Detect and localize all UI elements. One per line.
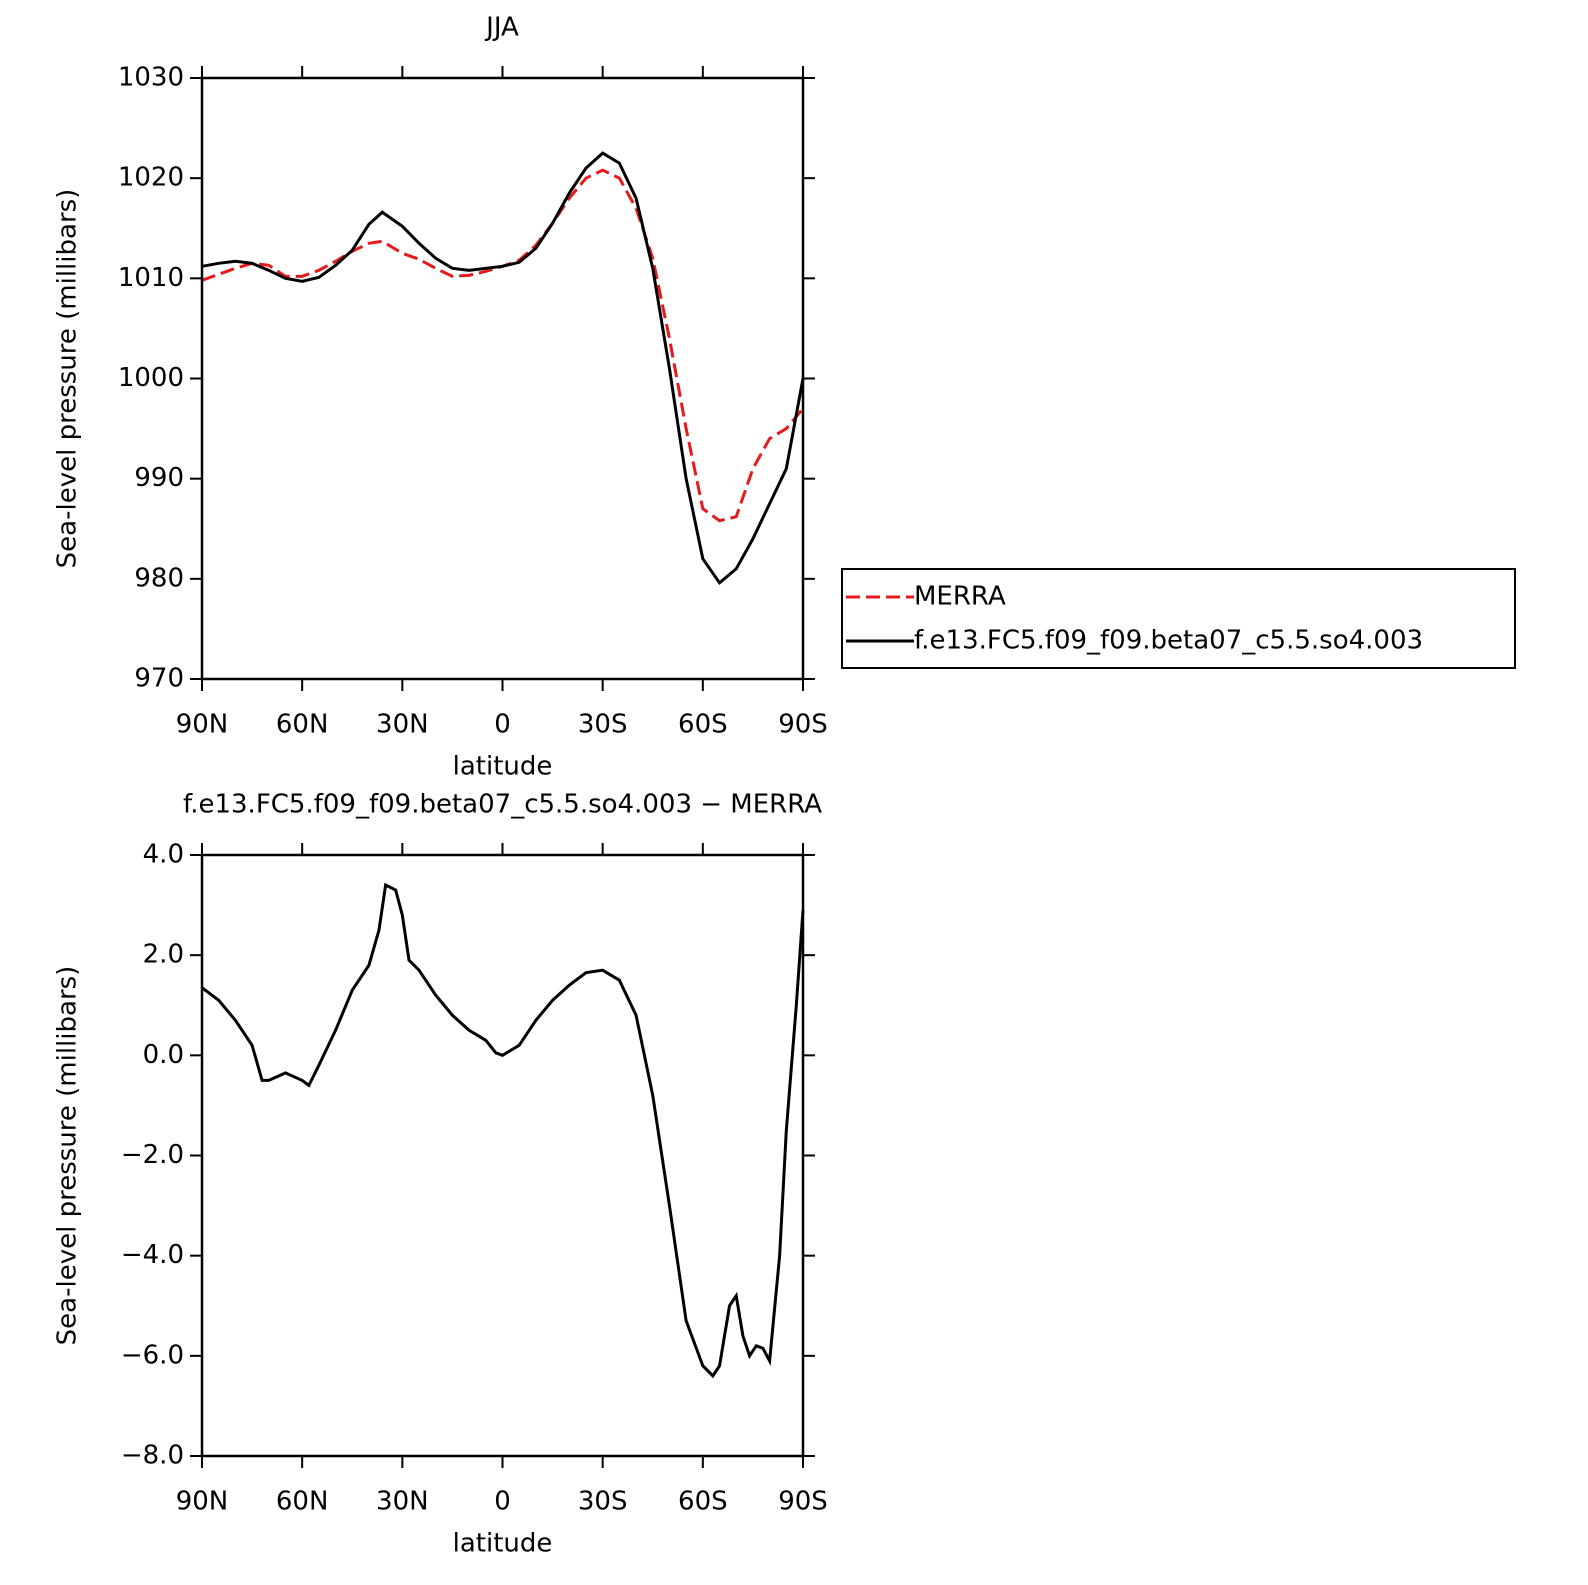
- chart-title: f.e13.FC5.f09_f09.beta07_c5.5.so4.003 − …: [183, 790, 822, 820]
- x-tick-label: 30S: [578, 1487, 628, 1517]
- legend-box: [841, 568, 1516, 669]
- series-line: [201, 151, 805, 586]
- y-tick-label: −8.0: [121, 1441, 184, 1471]
- y-axis-label: Sea-level pressure (millibars): [53, 966, 83, 1346]
- series-line: [201, 882, 805, 1379]
- x-tick-label: 60S: [678, 710, 728, 740]
- y-tick-label: 970: [134, 664, 184, 694]
- x-axis-label: latitude: [453, 1529, 553, 1559]
- y-tick-label: 0.0: [143, 1040, 184, 1070]
- x-tick-label: 60S: [678, 1487, 728, 1517]
- y-tick-label: −2.0: [121, 1140, 184, 1170]
- x-tick-label: 60N: [276, 710, 329, 740]
- y-tick-label: 1030: [118, 63, 184, 93]
- plot-frame: [200, 853, 805, 1458]
- plot-frame: [200, 76, 805, 681]
- x-tick-label: 30N: [376, 710, 429, 740]
- series-line: [201, 168, 805, 523]
- x-tick-label: 60N: [276, 1487, 329, 1517]
- y-tick-label: 1020: [118, 163, 184, 193]
- y-tick-label: −4.0: [121, 1240, 184, 1270]
- legend-label: MERRA: [914, 582, 1006, 612]
- x-tick-label: 90S: [778, 1487, 828, 1517]
- y-tick-label: 1010: [118, 263, 184, 293]
- y-tick-label: 4.0: [143, 840, 184, 870]
- y-tick-label: 2.0: [143, 940, 184, 970]
- y-tick-label: −6.0: [121, 1340, 184, 1370]
- y-tick-label: 990: [134, 463, 184, 493]
- x-axis-label: latitude: [453, 752, 553, 782]
- x-tick-label: 0: [494, 710, 511, 740]
- x-tick-label: 30N: [376, 1487, 429, 1517]
- y-tick-label: 1000: [118, 363, 184, 393]
- x-tick-label: 90S: [778, 710, 828, 740]
- y-tick-label: 980: [134, 563, 184, 593]
- chart-title: JJA: [484, 13, 519, 43]
- x-tick-label: 90N: [176, 1487, 229, 1517]
- x-tick-label: 30S: [578, 710, 628, 740]
- y-axis-label: Sea-level pressure (millibars): [53, 189, 83, 569]
- legend-label: f.e13.FC5.f09_f09.beta07_c5.5.so4.003: [914, 626, 1423, 656]
- x-tick-label: 90N: [176, 710, 229, 740]
- x-tick-label: 0: [494, 1487, 511, 1517]
